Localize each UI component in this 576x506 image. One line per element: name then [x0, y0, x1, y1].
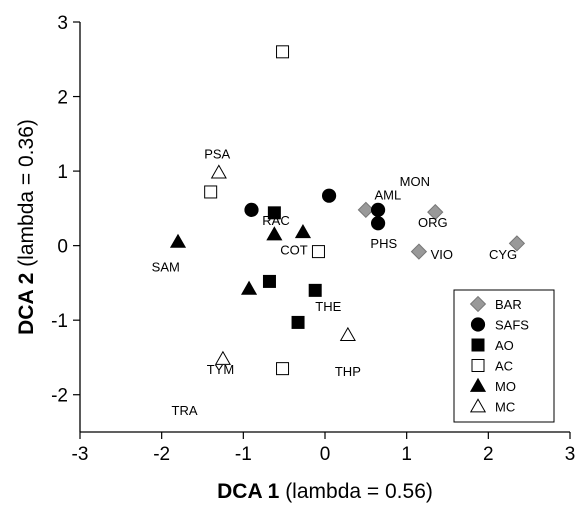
point-label-org: ORG	[418, 215, 448, 230]
point-ao	[308, 283, 322, 297]
point-bar	[427, 203, 444, 221]
y-axis-title-main: DCA 2	[15, 273, 38, 335]
point-mo	[240, 280, 258, 295]
data-points	[169, 45, 526, 376]
point-mc	[210, 164, 227, 179]
y-tick-label: 0	[57, 237, 68, 258]
point-ao	[291, 315, 305, 329]
y-tick-label: -2	[51, 386, 68, 407]
y-tick-label: -1	[51, 311, 68, 332]
ticks: -3 -2 -1 0 1 2 3 -2 -1 0 1 2 3	[51, 13, 575, 465]
y-axis-title-detail: (lambda = 0.36)	[15, 119, 38, 273]
x-tick-label: -1	[235, 444, 252, 465]
point-mc	[339, 326, 356, 341]
point-mo	[169, 233, 187, 248]
point-ac	[276, 362, 290, 376]
point-label-vio: VIO	[431, 247, 453, 262]
legend-label-mo: MO	[495, 379, 516, 394]
point-bar	[508, 235, 526, 252]
point-ac	[311, 245, 325, 259]
point-label-tra: TRA	[172, 403, 198, 418]
point-ao	[267, 206, 281, 220]
point-label-phs: PHS	[370, 236, 397, 251]
x-tick-label: 0	[320, 444, 331, 465]
point-label-mon: MON	[400, 174, 430, 189]
y-tick-label: 2	[57, 88, 68, 109]
x-axis-title-detail: (lambda = 0.56)	[279, 480, 433, 503]
point-label-the: THE	[315, 299, 341, 314]
x-tick-label: 2	[483, 444, 494, 465]
legend-marker-ao	[471, 338, 485, 352]
point-label-thp: THP	[335, 364, 361, 379]
point-mo	[266, 226, 283, 241]
point-safs	[370, 202, 386, 217]
legend-label-bar: BAR	[495, 297, 522, 312]
point-label-rac: RAC	[262, 213, 289, 228]
legend-marker-mc	[469, 398, 487, 413]
legend-marker-bar	[469, 295, 487, 313]
point-label-tym: TYM	[207, 362, 234, 377]
point-safs	[370, 216, 386, 231]
legend-label-ao: AO	[495, 338, 514, 353]
point-label-sam: SAM	[152, 260, 180, 275]
legend-label-mc: MC	[495, 400, 515, 415]
point-ac	[276, 45, 290, 59]
point-mc	[214, 350, 231, 365]
legend-label-safs: SAFS	[495, 318, 529, 333]
x-axis-title-main: DCA 1	[217, 480, 280, 503]
point-ac	[204, 185, 218, 199]
x-tick-label: -3	[72, 444, 89, 465]
point-safs	[321, 188, 337, 203]
point-label-cot: COT	[280, 243, 308, 258]
y-tick-label: 1	[57, 162, 68, 183]
x-axis-title: DCA 1 (lambda = 0.56)	[217, 480, 433, 503]
x-tick-label: 1	[401, 444, 412, 465]
point-label-aml: AML	[375, 187, 402, 202]
point-label-cyg: CYG	[489, 247, 517, 262]
x-tick-label: 3	[565, 444, 576, 465]
x-tick-label: -2	[153, 444, 170, 465]
y-tick-label: 3	[57, 13, 68, 34]
point-label-psa: PSA	[204, 146, 230, 161]
point-safs	[244, 202, 259, 217]
legend: BAR SAFS AO AC MO MC	[453, 289, 555, 423]
legend-marker-mo	[469, 377, 487, 392]
point-mo	[294, 224, 312, 239]
legend-marker-safs	[470, 317, 486, 332]
point-bar	[357, 201, 374, 219]
y-axis-title: DCA 2 (lambda = 0.36)	[15, 119, 38, 335]
point-bar	[410, 243, 428, 260]
point-ao	[262, 274, 276, 288]
legend-marker-ac	[471, 359, 485, 372]
legend-label-ac: AC	[495, 359, 513, 374]
legend-box	[453, 289, 555, 423]
